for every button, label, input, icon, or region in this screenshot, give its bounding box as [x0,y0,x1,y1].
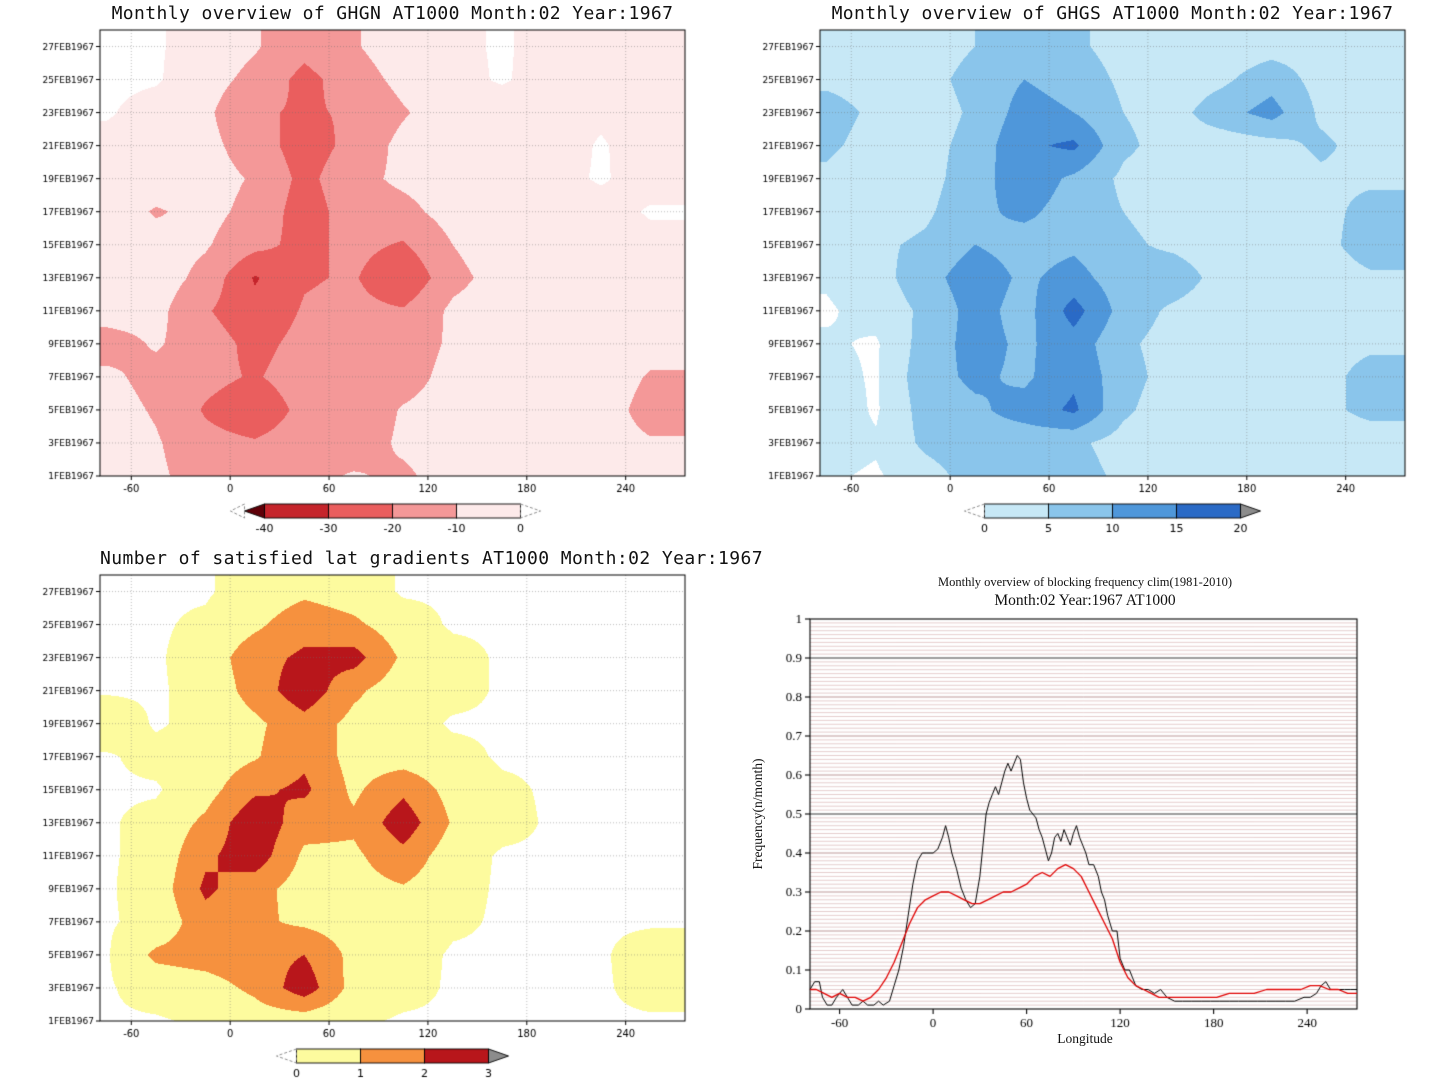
frequency-xlabel: Longitude [1057,1031,1113,1046]
ghgs-contour-canvas [720,0,1440,546]
ghgs-title: Monthly overview of GHGS AT1000 Month:02… [831,3,1394,24]
frequency-line-canvas [720,545,1440,1091]
panel-ghgn: Monthly overview of GHGN AT1000 Month:02… [0,0,720,546]
frequency-ylabel: Frequency(n/month) [750,758,765,870]
panel-ghgs: Monthly overview of GHGS AT1000 Month:02… [720,0,1440,546]
frequency-title-line1: Monthly overview of blocking frequency c… [937,575,1233,589]
panel-frequency: Monthly overview of blocking frequency c… [720,545,1440,1091]
ghgn-contour-canvas [0,0,720,546]
gradients-contour-canvas [0,545,720,1091]
frequency-title-line2: Month:02 Year:1967 AT1000 [994,592,1176,609]
ghgn-title: Monthly overview of GHGN AT1000 Month:02… [111,3,674,24]
gradients-title: Number of satisfied lat gradients AT1000… [100,548,763,569]
panel-gradients: Number of satisfied lat gradients AT1000… [0,545,763,1091]
